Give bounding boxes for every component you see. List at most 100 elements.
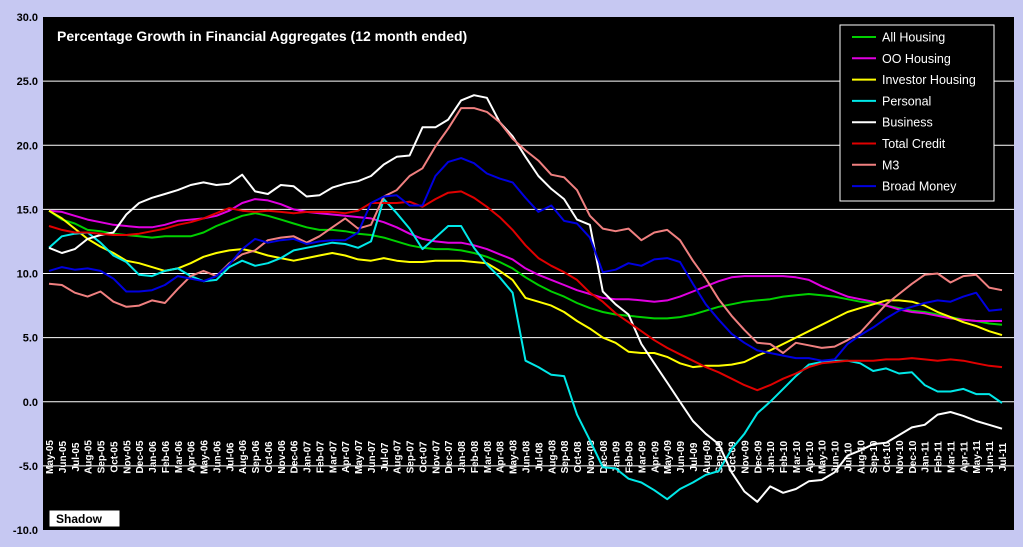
x-tick-label: Jul-09 — [689, 442, 700, 471]
x-tick-label: Jan-06 — [148, 441, 159, 473]
legend-label-total-credit: Total Credit — [882, 137, 946, 151]
x-tick-label: Sep-08 — [560, 440, 571, 473]
x-tick-label: Jun-08 — [522, 440, 533, 473]
series-line-investor-housing — [48, 209, 1003, 369]
y-tick-label: -5.0 — [19, 461, 38, 473]
legend-label-broad-money: Broad Money — [882, 180, 957, 194]
x-tick-label: Nov-08 — [586, 440, 597, 474]
x-tick-label: Apr-09 — [650, 441, 661, 473]
x-tick-label: Aug-08 — [547, 440, 558, 474]
x-tick-label: May-05 — [45, 440, 56, 474]
x-tick-label: Aug-05 — [84, 440, 95, 474]
legend-label-investor-housing: Investor Housing — [882, 73, 976, 87]
y-tick-label: 10.0 — [17, 269, 38, 281]
series-line-total-credit — [48, 190, 1003, 392]
x-tick-label: Jun-07 — [367, 440, 378, 473]
x-tick-label: Oct-08 — [573, 441, 584, 473]
x-tick-label: Aug-07 — [393, 440, 404, 474]
gridlines — [43, 80, 1014, 467]
x-tick-label: Nov-06 — [277, 440, 288, 474]
legend-label-oo-housing: OO Housing — [882, 52, 951, 66]
x-tick-label: Jan-10 — [766, 441, 777, 473]
y-tick-label: 0.0 — [23, 397, 38, 409]
x-tick-label: Apr-10 — [805, 441, 816, 473]
legend-label-personal: Personal — [882, 94, 931, 108]
x-tick-label: Jul-06 — [225, 442, 236, 471]
x-tick-label: Nov-07 — [431, 440, 442, 474]
y-tick-label: 30.0 — [17, 12, 38, 24]
series-line-broad-money — [48, 157, 1003, 362]
series-line-all-housing — [48, 209, 1003, 326]
x-tick-label: Oct-07 — [418, 441, 429, 473]
y-tick-label: 5.0 — [23, 333, 38, 345]
x-tick-label: Jul-11 — [998, 442, 1009, 471]
x-tick-label: Aug-10 — [856, 440, 867, 474]
x-tick-label: Mar-11 — [946, 441, 957, 473]
x-tick-label: Sep-09 — [715, 440, 726, 473]
x-tick-label: Dec-09 — [753, 440, 764, 473]
x-tick-label: Feb-10 — [779, 440, 790, 473]
x-tick-label: Nov-05 — [122, 440, 133, 474]
x-tick-label: May-09 — [663, 440, 674, 474]
x-tick-label: Mar-10 — [792, 440, 803, 473]
x-tick-label: Nov-09 — [740, 440, 751, 474]
series-line-m3 — [48, 107, 1003, 354]
x-tick-label: Sep-05 — [97, 440, 108, 473]
x-tick-label: Jan-11 — [921, 441, 932, 473]
x-tick-label: Mar-06 — [174, 440, 185, 473]
x-tick-label: Jul-08 — [534, 442, 545, 471]
x-tick-label: May-06 — [200, 440, 211, 474]
x-tick-label: Dec-06 — [290, 440, 301, 473]
x-tick-label: Jul-10 — [843, 442, 854, 471]
chart-title: Percentage Growth in Financial Aggregate… — [57, 28, 467, 44]
x-tick-label: Dec-08 — [599, 440, 610, 473]
x-tick-label: Mar-09 — [637, 440, 648, 473]
x-tick-label: Mar-07 — [328, 440, 339, 473]
x-tick-label: Jun-11 — [985, 441, 996, 473]
shadow-badge-text: Shadow — [56, 512, 103, 526]
x-tick-label: Jan-09 — [612, 441, 623, 473]
x-tick-label: Jun-05 — [58, 440, 69, 473]
x-tick-label: Sep-06 — [251, 440, 262, 473]
y-tick-label: 20.0 — [17, 140, 38, 152]
x-tick-label: Aug-06 — [238, 440, 249, 474]
x-tick-label: Apr-07 — [341, 441, 352, 473]
x-tick-label: May-07 — [354, 440, 365, 474]
x-tick-label: Oct-10 — [882, 441, 893, 473]
x-tick-label: Dec-05 — [135, 440, 146, 473]
y-axis-tick-labels: 30.0 25.0 20.0 15.0 10.0 5.0 0.0 -5.0 -10.0 — [13, 12, 38, 537]
x-tick-label: Apr-08 — [496, 441, 507, 473]
x-tick-label: May-10 — [818, 440, 829, 474]
x-tick-label: Oct-09 — [728, 441, 739, 473]
x-tick-label: Dec-10 — [908, 440, 919, 473]
x-tick-label: May-11 — [972, 440, 983, 474]
x-tick-label: May-08 — [509, 440, 520, 474]
x-tick-label: Feb-06 — [161, 440, 172, 473]
x-tick-label: Jan-08 — [457, 441, 468, 473]
legend-label-m3: M3 — [882, 158, 899, 172]
y-tick-label: -10.0 — [13, 525, 38, 537]
x-tick-label: Apr-11 — [959, 441, 970, 473]
series-lines — [48, 94, 1003, 503]
x-axis-tick-labels: May-05 Jun-05 Jul-05 Aug-05 Sep-05 Oct-05 Nov-… — [45, 440, 1009, 474]
x-tick-label: Jul-05 — [71, 442, 82, 471]
x-tick-label: Jun-09 — [676, 440, 687, 473]
x-tick-label: Apr-06 — [187, 441, 198, 473]
legend-box — [839, 24, 995, 202]
x-tick-label: Feb-07 — [315, 440, 326, 473]
x-tick-label: Dec-07 — [444, 440, 455, 473]
series-line-business — [48, 94, 1003, 503]
x-tick-label: Mar-08 — [483, 440, 494, 473]
x-tick-label: Feb-11 — [934, 441, 945, 473]
x-tick-label: Jun-06 — [212, 440, 223, 473]
legend-label-all-housing: All Housing — [882, 31, 945, 45]
shadow-badge-box — [48, 509, 121, 528]
y-tick-label: 25.0 — [17, 76, 38, 88]
x-tick-label: Jan-07 — [303, 441, 314, 473]
x-tick-label: Nov-10 — [895, 440, 906, 474]
x-tick-label: Sep-07 — [406, 440, 417, 473]
x-tick-label: Jun-10 — [831, 440, 842, 473]
x-tick-label: Oct-05 — [109, 441, 120, 473]
